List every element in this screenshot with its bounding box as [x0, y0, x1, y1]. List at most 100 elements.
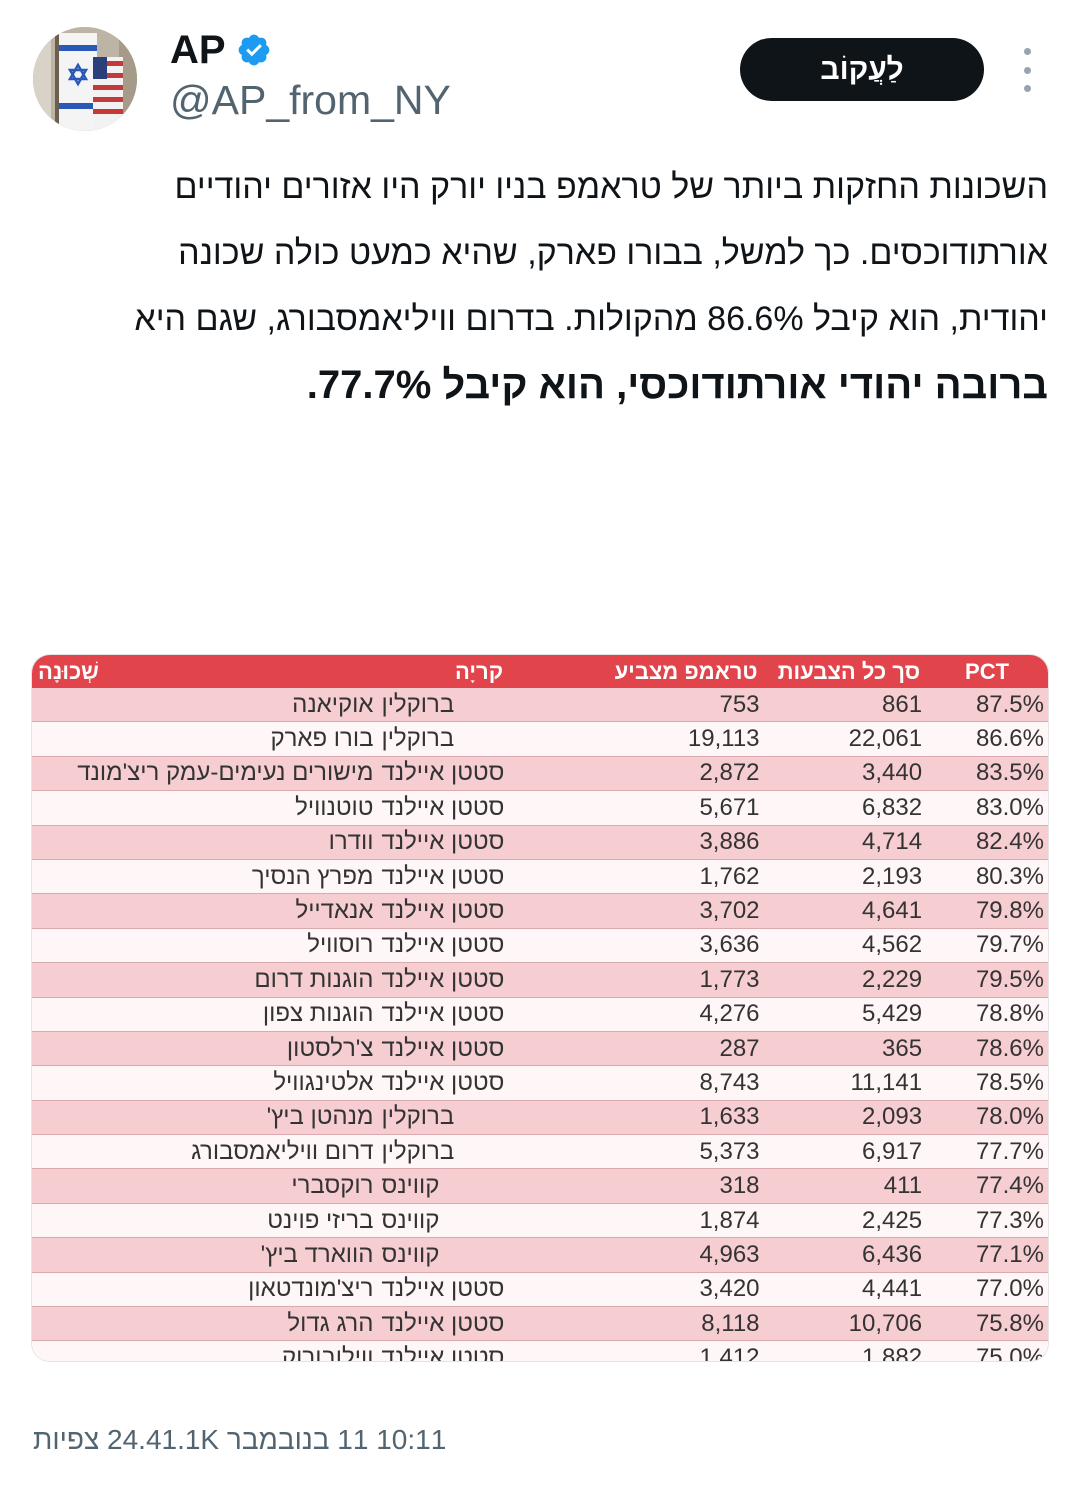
cell-trump-votes: 3,702	[580, 893, 764, 929]
tweet-meta: 10:11 11 בנובמבר 24.41.1K צפיות	[33, 1424, 447, 1455]
cell-total-votes: 2,093	[763, 1100, 927, 1136]
table-row: צ'רלסטון סטטן איילנד 287 365 78.6%	[32, 1031, 1048, 1067]
cell-neighborhood: בורו פארק	[32, 721, 378, 757]
cell-total-votes: 6,917	[763, 1134, 927, 1170]
cell-pct: 86.6%	[926, 721, 1048, 757]
cell-pct: 77.1%	[926, 1237, 1048, 1273]
cell-neighborhood: דרום וויליאמסבורג	[32, 1134, 378, 1170]
table-row: מנהטן ביץ' ברוקלין 1,633 2,093 78.0%	[32, 1100, 1048, 1136]
cell-trump-votes: 318	[580, 1168, 764, 1204]
table-row: וודרו סטטן איילנד 3,886 4,714 82.4%	[32, 825, 1048, 860]
cell-pct: 75.0%	[926, 1340, 1048, 1361]
cell-borough: סטטן איילנד	[377, 997, 581, 1032]
cell-trump-votes: 1,412	[580, 1340, 764, 1361]
header-borough: קריָה	[377, 655, 581, 688]
table-row: טוטנוויל סטטן איילנד 5,671 6,832 83.0%	[32, 790, 1048, 826]
cell-borough: סטטן איילנד	[377, 1065, 581, 1101]
cell-pct: 78.0%	[926, 1100, 1048, 1136]
cell-total-votes: 3,440	[763, 756, 927, 792]
cell-borough: קווינס	[377, 1237, 581, 1273]
more-dot	[1023, 48, 1031, 55]
cell-pct: 83.0%	[926, 790, 1048, 826]
account-handle[interactable]: @AP_from_NY	[170, 77, 451, 123]
cell-total-votes: 4,441	[763, 1272, 927, 1308]
table-row: דרום וויליאמסבורג ברוקלין 5,373 6,917 77.7%	[32, 1134, 1048, 1170]
account-name[interactable]: AP	[170, 28, 226, 72]
cell-borough: ברוקלין	[377, 721, 581, 757]
avatar-flags-image	[33, 27, 137, 131]
cell-borough: סטטן איילנד	[377, 928, 581, 964]
header-pct: PCT	[926, 655, 1048, 688]
cell-pct: 77.0%	[926, 1272, 1048, 1308]
header-total: סך כל הצבעות	[763, 655, 927, 688]
cell-total-votes: 22,061	[763, 721, 927, 757]
cell-pct: 77.3%	[926, 1203, 1048, 1239]
cell-borough: סטטן איילנד	[377, 1306, 581, 1342]
cell-total-votes: 1,882	[763, 1340, 927, 1361]
cell-neighborhood: הווארד ביץ'	[32, 1237, 378, 1273]
cell-pct: 82.4%	[926, 825, 1048, 860]
table-header-row: שְׁכוּנָה קריָה טראמפ מצביע סך כל הצבעות…	[32, 655, 1048, 688]
table-row: הרג גדול סטטן איילנד 8,118 10,706 75.8%	[32, 1306, 1048, 1342]
cell-borough: סטטן איילנד	[377, 790, 581, 826]
cell-total-votes: 2,425	[763, 1203, 927, 1239]
cell-neighborhood: ווילובורוק	[32, 1340, 378, 1361]
more-vertical-icon[interactable]	[1012, 48, 1042, 92]
cell-total-votes: 861	[763, 688, 927, 723]
table-row: רוקסברי קווינס 318 411 77.4%	[32, 1168, 1048, 1204]
cell-neighborhood: הוגנות צפון	[32, 997, 378, 1032]
cell-trump-votes: 1,633	[580, 1100, 764, 1136]
cell-neighborhood: צ'רלסטון	[32, 1031, 378, 1067]
cell-total-votes: 6,832	[763, 790, 927, 826]
avatar[interactable]	[33, 27, 137, 131]
cell-borough: ברוקלין	[377, 1134, 581, 1170]
cell-trump-votes: 3,420	[580, 1272, 764, 1308]
cell-total-votes: 11,141	[763, 1065, 927, 1101]
cell-trump-votes: 1,773	[580, 962, 764, 998]
cell-total-votes: 4,562	[763, 928, 927, 964]
cell-total-votes: 4,641	[763, 893, 927, 929]
cell-pct: 87.5%	[926, 688, 1048, 723]
tweet-line: אורתודוכסים. כך למשל, בבורו פארק, שהיא כ…	[178, 234, 1048, 272]
cell-pct: 78.5%	[926, 1065, 1048, 1101]
table-row: מישורים נעימים-עמק ריצ'מונד סטטן איילנד 2,…	[32, 756, 1048, 792]
tweet-image[interactable]: שְׁכוּנָה קריָה טראמפ מצביע סך כל הצבעות…	[32, 655, 1048, 1361]
cell-borough: קווינס	[377, 1203, 581, 1239]
cell-trump-votes: 2,872	[580, 756, 764, 792]
cell-neighborhood: רוסוויל	[32, 928, 378, 964]
cell-neighborhood: רוקסברי	[32, 1168, 378, 1204]
tweet-text: השכונות החזקות ביותר של טראמפ בניו יורק …	[32, 154, 1048, 418]
cell-trump-votes: 1,762	[580, 859, 764, 895]
cell-neighborhood: מנהטן ביץ'	[32, 1100, 378, 1136]
cell-borough: ברוקלין	[377, 1100, 581, 1136]
table-row: רוסוויל סטטן איילנד 3,636 4,562 79.7%	[32, 928, 1048, 964]
cell-trump-votes: 1,874	[580, 1203, 764, 1239]
cell-borough: סטטן איילנד	[377, 962, 581, 998]
cell-trump-votes: 753	[580, 688, 764, 723]
cell-total-votes: 2,193	[763, 859, 927, 895]
cell-borough: סטטן איילנד	[377, 825, 581, 860]
cell-neighborhood: הרג גדול	[32, 1306, 378, 1342]
header-trump: טראמפ מצביע	[580, 655, 764, 688]
tweet-line: השכונות החזקות ביותר של טראמפ בניו יורק …	[174, 168, 1049, 206]
cell-neighborhood: ריצ'מונדטאון	[32, 1272, 378, 1308]
tweet-line: יהודית, הוא קיבל 86.6% מהקולות. בדרום וו…	[134, 300, 1048, 338]
cell-total-votes: 411	[763, 1168, 927, 1204]
cell-pct: 83.5%	[926, 756, 1048, 792]
cell-neighborhood: בריזי פוינט	[32, 1203, 378, 1239]
cell-neighborhood: הוגנות דרום	[32, 962, 378, 998]
follow-button[interactable]: לַעֲקוֹב	[740, 38, 984, 101]
cell-neighborhood: אנאדייל	[32, 893, 378, 929]
table-row: אנאדייל סטטן איילנד 3,702 4,641 79.8%	[32, 893, 1048, 929]
cell-pct: 80.3%	[926, 859, 1048, 895]
cell-neighborhood: אלטינגוויל	[32, 1065, 378, 1101]
cell-pct: 78.6%	[926, 1031, 1048, 1067]
cell-trump-votes: 5,671	[580, 790, 764, 826]
cell-trump-votes: 5,373	[580, 1134, 764, 1170]
cell-pct: 77.7%	[926, 1134, 1048, 1170]
cell-neighborhood: וודרו	[32, 825, 378, 860]
cell-neighborhood: מפרץ הנסיך	[32, 859, 378, 895]
table-row: הוגנות צפון סטטן איילנד 4,276 5,429 78.8%	[32, 997, 1048, 1032]
cell-total-votes: 4,714	[763, 825, 927, 860]
cell-borough: ברוקלין	[377, 688, 581, 723]
